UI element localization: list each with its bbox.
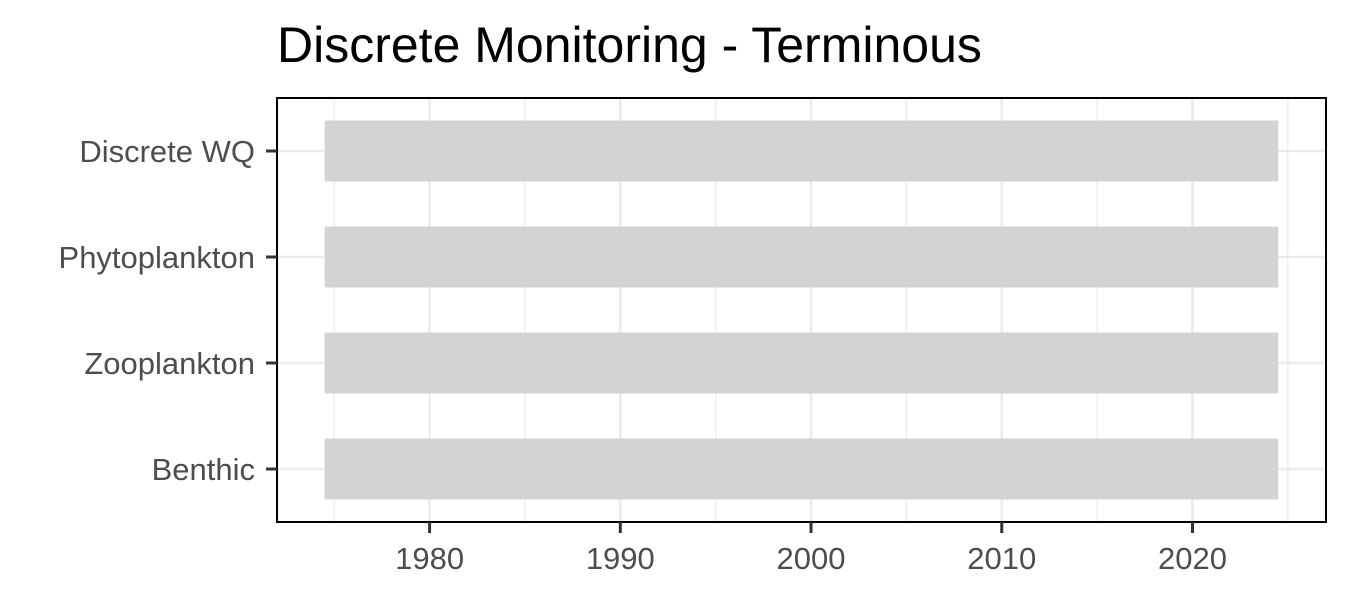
x-tick-label: 2020 bbox=[1158, 541, 1227, 576]
x-tick-label: 1980 bbox=[395, 541, 464, 576]
bars bbox=[324, 120, 1279, 500]
y-tick-label: Phytoplankton bbox=[59, 240, 255, 275]
bar-zooplankton bbox=[324, 332, 1279, 394]
bar-benthic bbox=[324, 438, 1279, 500]
x-tick-label: 2000 bbox=[777, 541, 846, 576]
panel-border bbox=[276, 97, 1327, 523]
x-tick-label: 2010 bbox=[967, 541, 1036, 576]
x-tick-label: 1990 bbox=[586, 541, 655, 576]
y-axis: Discrete WQ Phytoplankton Zooplankton Benth… bbox=[59, 134, 277, 487]
bar-discrete-wq bbox=[324, 120, 1279, 182]
y-tick-label: Benthic bbox=[152, 452, 255, 487]
x-axis: 1980 1990 2000 2010 2020 bbox=[395, 522, 1227, 576]
bar-phytoplankton bbox=[324, 226, 1279, 288]
chart-title: Discrete Monitoring - Terminous bbox=[277, 17, 982, 73]
y-tick-label: Discrete WQ bbox=[79, 134, 255, 169]
y-tick-label: Zooplankton bbox=[84, 346, 255, 381]
